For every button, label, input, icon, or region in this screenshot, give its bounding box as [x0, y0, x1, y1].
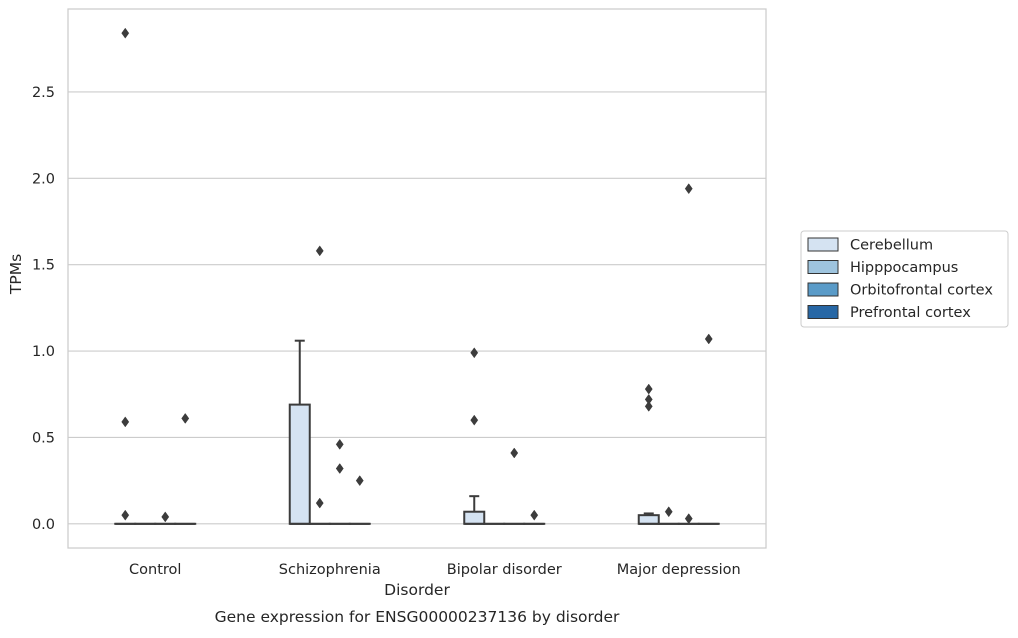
legend-swatch [808, 306, 838, 319]
box-body [464, 512, 484, 524]
x-tick-label: Schizophrenia [279, 562, 381, 578]
legend-label: Cerebellum [850, 238, 933, 254]
legend-label: Orbitofrontal cortex [850, 283, 993, 299]
y-tick-label: 2.0 [32, 171, 55, 187]
box-body [290, 405, 310, 524]
x-tick-label: Bipolar disorder [447, 562, 562, 578]
legend-swatch [808, 238, 838, 251]
y-tick-label: 1.5 [32, 258, 55, 274]
x-axis-title: Disorder [384, 581, 450, 599]
legend: Cerebellum Hipppocampus Orbitofrontal cort… [801, 231, 1008, 327]
x-tick-label: Major depression [617, 562, 741, 578]
legend-label: Prefrontal cortex [850, 305, 971, 321]
y-tick-label: 1.0 [32, 344, 55, 360]
legend-swatch [808, 283, 838, 296]
y-tick-label: 0.5 [32, 430, 55, 446]
y-axis-title: TPMs [7, 254, 25, 295]
y-tick-label: 0.0 [32, 517, 55, 533]
box-body [639, 515, 659, 524]
legend-swatch [808, 261, 838, 274]
chart-title: Gene expression for ENSG00000237136 by d… [215, 608, 620, 626]
x-tick-label: Control [129, 562, 181, 578]
legend-label: Hipppocampus [850, 260, 958, 276]
y-tick-label: 2.5 [32, 85, 55, 101]
